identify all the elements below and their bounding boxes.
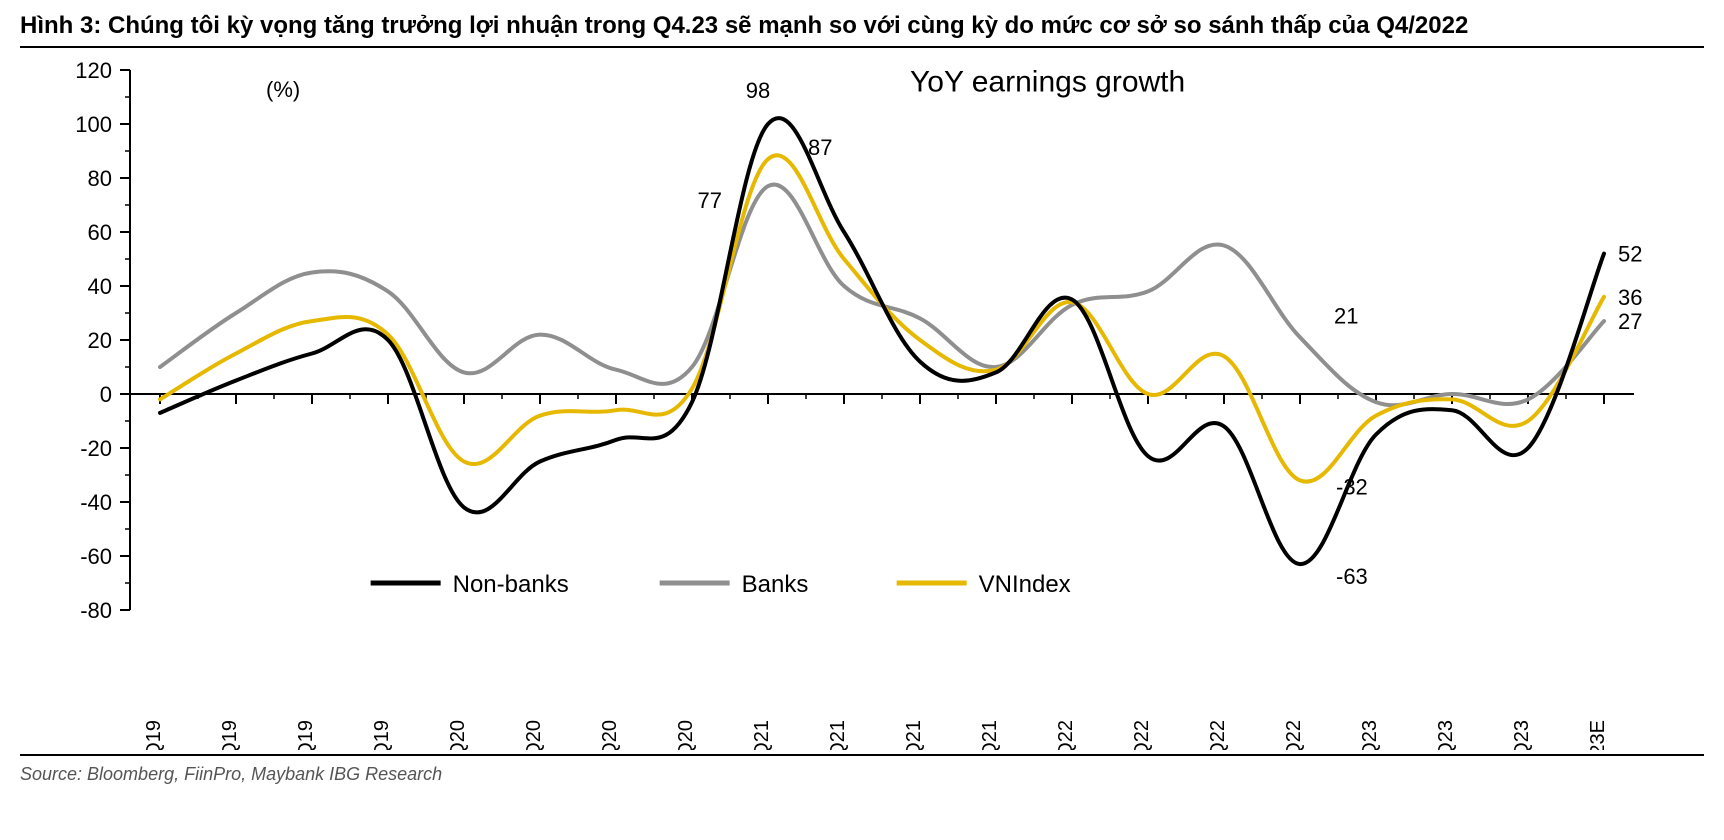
svg-text:0: 0: [100, 382, 112, 407]
svg-text:3Q22: 3Q22: [1207, 720, 1229, 750]
svg-text:1Q20: 1Q20: [447, 720, 469, 750]
svg-text:2Q22: 2Q22: [1131, 720, 1153, 750]
svg-text:4Q20: 4Q20: [675, 720, 697, 750]
top-rule: [20, 46, 1704, 48]
point-label: -63: [1336, 564, 1368, 589]
svg-text:-60: -60: [80, 544, 112, 569]
chart-box: -80 -60 -40 -20 0 20 40 60 80 100 120 1Q19 2Q19 3Q19 4…: [20, 50, 1704, 750]
svg-text:1Q19: 1Q19: [143, 720, 165, 750]
svg-text:3Q21: 3Q21: [903, 720, 925, 750]
svg-text:YoY earnings growth: YoY earnings growth: [910, 66, 1185, 99]
svg-text:20: 20: [88, 328, 112, 353]
svg-text:2Q19: 2Q19: [219, 720, 241, 750]
figure-container: Hình 3: Chúng tôi kỳ vọng tăng trưởng lợ…: [0, 0, 1724, 840]
legend-label: Non-banks: [453, 571, 569, 598]
earnings-growth-chart: -80 -60 -40 -20 0 20 40 60 80 100 120 1Q19 2Q19 3Q19 4…: [20, 50, 1704, 750]
point-label: 21: [1334, 303, 1358, 328]
end-label: 27: [1618, 309, 1642, 334]
svg-text:(%): (%): [266, 77, 300, 102]
legend-label: VNIndex: [979, 571, 1071, 598]
svg-text:-40: -40: [80, 490, 112, 515]
svg-text:-20: -20: [80, 436, 112, 461]
end-label: 52: [1618, 242, 1642, 267]
point-label: 98: [746, 78, 770, 103]
svg-text:60: 60: [88, 220, 112, 245]
end-label: 36: [1618, 285, 1642, 310]
legend-label: Banks: [742, 571, 809, 598]
svg-text:-80: -80: [80, 598, 112, 623]
figure-source: Source: Bloomberg, FiinPro, Maybank IBG …: [20, 756, 1704, 785]
point-label: -32: [1336, 474, 1368, 499]
svg-text:2Q20: 2Q20: [523, 720, 545, 750]
svg-text:4Q23E: 4Q23E: [1587, 720, 1609, 750]
svg-text:1Q22: 1Q22: [1055, 720, 1077, 750]
point-label: 87: [808, 135, 832, 160]
svg-text:2Q21: 2Q21: [827, 720, 849, 750]
svg-text:3Q23: 3Q23: [1511, 720, 1533, 750]
svg-text:3Q20: 3Q20: [599, 720, 621, 750]
svg-text:1Q23: 1Q23: [1359, 720, 1381, 750]
svg-text:40: 40: [88, 274, 112, 299]
svg-text:1Q21: 1Q21: [751, 720, 773, 750]
figure-caption: Hình 3: Chúng tôi kỳ vọng tăng trưởng lợ…: [20, 12, 1704, 46]
svg-text:4Q22: 4Q22: [1283, 720, 1305, 750]
svg-text:2Q23: 2Q23: [1435, 720, 1457, 750]
svg-text:80: 80: [88, 166, 112, 191]
svg-text:4Q19: 4Q19: [371, 720, 393, 750]
svg-text:120: 120: [75, 58, 112, 83]
svg-text:3Q19: 3Q19: [295, 720, 317, 750]
point-label: 77: [698, 188, 722, 213]
svg-text:4Q21: 4Q21: [979, 720, 1001, 750]
svg-text:100: 100: [75, 112, 112, 137]
